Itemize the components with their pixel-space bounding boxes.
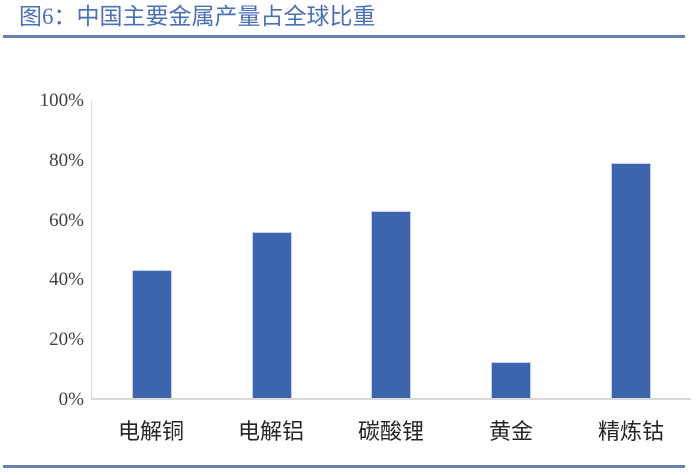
- y-axis-tick-label: 0%: [58, 389, 84, 410]
- y-axis-tick-label: 100%: [39, 90, 84, 111]
- bar: [131, 270, 172, 398]
- y-axis-tick-label: 20%: [49, 329, 84, 351]
- bar-chart: 0% 20% 40% 60% 80% 100% 电解铜 电解铝 碳酸锂 黄金 精炼钴: [0, 90, 691, 446]
- x-axis: 电解铜 电解铝 碳酸锂 黄金 精炼钴: [91, 414, 691, 446]
- x-axis-category-label: 电解铜: [117, 419, 184, 444]
- figure-title: 图6：中国主要金属产量占全球比重: [19, 4, 376, 29]
- bar-slot: [212, 101, 332, 398]
- bar-slot: [92, 101, 212, 398]
- bar: [251, 231, 292, 398]
- y-axis-tick-label: 60%: [49, 209, 84, 231]
- plot-area: [91, 101, 691, 400]
- x-axis-category-label: 精炼钴: [597, 419, 664, 444]
- y-axis-tick-label: 80%: [49, 149, 84, 171]
- x-axis-category-label: 碳酸锂: [357, 419, 424, 444]
- bar-slot: [571, 101, 691, 398]
- y-axis-tick-label: 40%: [49, 269, 84, 291]
- x-axis-category-label: 黄金: [488, 419, 533, 444]
- y-axis: 0% 20% 40% 60% 80% 100%: [0, 90, 84, 410]
- bottom-divider: [3, 465, 685, 468]
- bar: [611, 163, 652, 398]
- bar-slot: [451, 101, 571, 398]
- title-divider: [3, 35, 685, 38]
- bar: [371, 210, 412, 398]
- bar: [491, 362, 532, 398]
- x-axis-category-label: 电解铝: [237, 419, 304, 444]
- bar-slot: [332, 101, 452, 398]
